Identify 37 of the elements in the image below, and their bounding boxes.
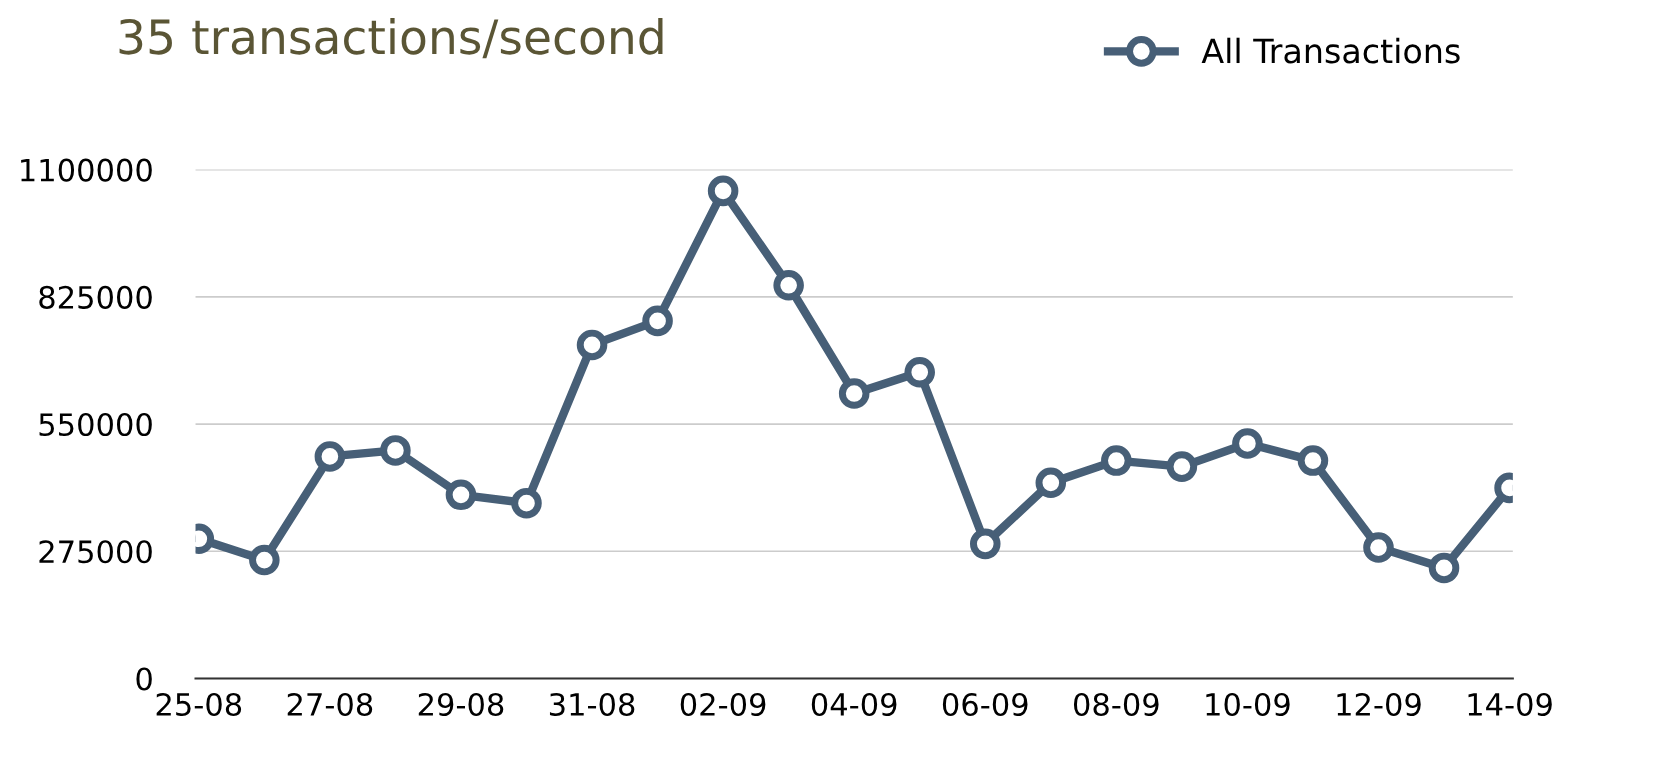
y-tick-label: 550000 (39, 412, 152, 437)
point (1297, 445, 1329, 476)
x-tick-label: 08-09 (1073, 692, 1159, 717)
x-tick-label: 06-09 (942, 692, 1028, 717)
x-tick-label: 27-08 (287, 692, 373, 717)
point (249, 544, 280, 576)
point (969, 528, 1001, 560)
x-tick-label: 04-09 (811, 692, 897, 717)
x-tick-label: 12-09 (1337, 692, 1421, 717)
x-tick-label: 31-08 (549, 692, 635, 717)
y-tick-label: 1100000 (21, 158, 152, 182)
point (1428, 552, 1460, 584)
point (576, 329, 608, 361)
point (1101, 445, 1132, 476)
point (773, 269, 804, 301)
point (904, 356, 935, 388)
point (1232, 428, 1263, 459)
chart-title: 35 transactions/second (119, 18, 663, 59)
x-tick-label: 25-08 (156, 692, 242, 717)
x-tick-label: 29-08 (418, 692, 504, 717)
point (1166, 451, 1198, 482)
x-tick-label: 14-09 (1468, 692, 1552, 717)
point (380, 435, 411, 466)
x-tick-label: 02-09 (680, 692, 766, 717)
point (707, 175, 739, 207)
legend-label: All Transactions (1201, 37, 1460, 64)
point (511, 487, 542, 519)
x-tick-label: 10-09 (1206, 692, 1290, 717)
point (1035, 467, 1067, 499)
point (838, 378, 870, 409)
point (642, 305, 673, 337)
y-tick-label: 275000 (39, 540, 152, 564)
y-tick-label: 0 (136, 667, 152, 691)
point (314, 441, 346, 472)
point (445, 479, 477, 511)
y-tick-label: 825000 (39, 285, 152, 309)
point (1363, 532, 1394, 563)
